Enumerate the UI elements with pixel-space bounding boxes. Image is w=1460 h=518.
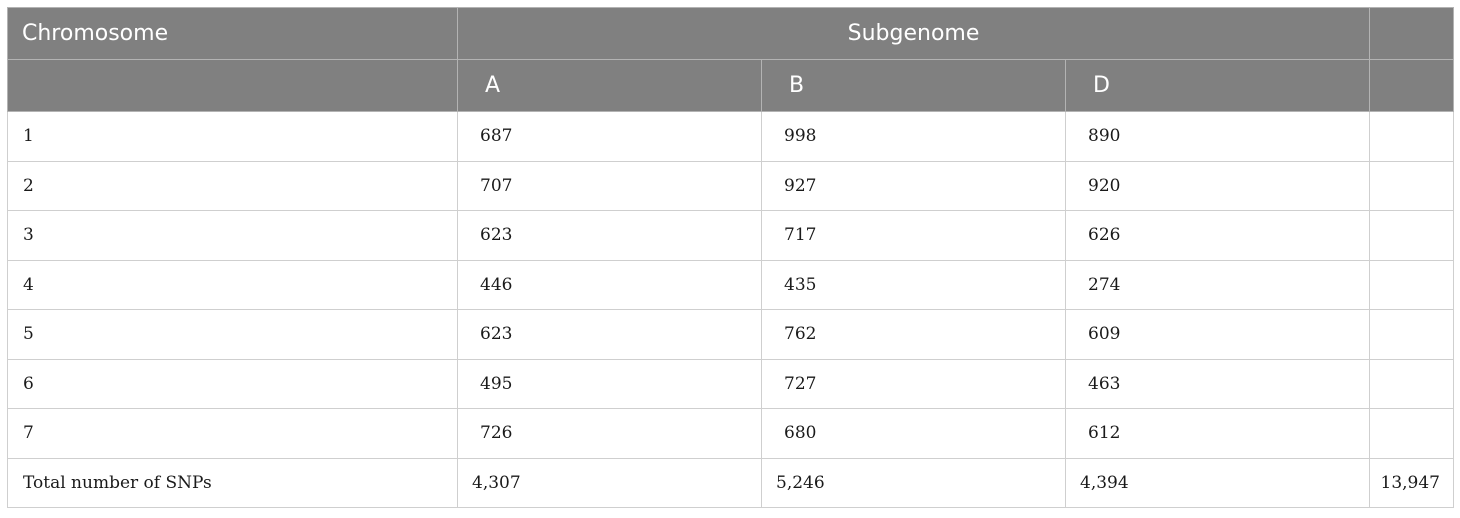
- table-row: 5 623 762 609: [7, 309, 1454, 360]
- header-subgenome-a: A: [457, 59, 762, 112]
- cell-subgenome-d: 274: [1065, 259, 1370, 310]
- cell-subgenome-a: 687: [457, 111, 762, 162]
- cell-subgenome-b: 727: [761, 358, 1066, 409]
- cell-empty: [1369, 160, 1454, 211]
- table-body: 1 687 998 890 2 707 927 920 3 623 717 62…: [7, 111, 1454, 508]
- cell-chromosome: 3: [7, 210, 458, 261]
- cell-chromosome: 1: [7, 111, 458, 162]
- cell-subgenome-d: 626: [1065, 210, 1370, 261]
- table-row: 6 495 727 463: [7, 358, 1454, 409]
- table-row: 4 446 435 274: [7, 259, 1454, 310]
- header-empty-cell: [1369, 7, 1454, 60]
- header-chromosome: Chromosome: [7, 7, 458, 60]
- cell-subgenome-a: 726: [457, 408, 762, 459]
- cell-subgenome-d: 920: [1065, 160, 1370, 211]
- cell-empty: [1369, 259, 1454, 310]
- cell-subgenome-b: 927: [761, 160, 1066, 211]
- table-row: 1 687 998 890: [7, 111, 1454, 162]
- cell-empty: [1369, 210, 1454, 261]
- cell-total-d: 4,394: [1065, 457, 1370, 508]
- header-subgenome-b: B: [761, 59, 1066, 112]
- cell-subgenome-d: 609: [1065, 309, 1370, 360]
- cell-subgenome-a: 623: [457, 210, 762, 261]
- cell-chromosome: 6: [7, 358, 458, 409]
- cell-subgenome-b: 435: [761, 259, 1066, 310]
- cell-chromosome: 5: [7, 309, 458, 360]
- cell-empty: [1369, 111, 1454, 162]
- cell-subgenome-b: 680: [761, 408, 1066, 459]
- total-row: Total number of SNPs 4,307 5,246 4,394 1…: [7, 457, 1454, 508]
- header-subgenome-d: D: [1065, 59, 1370, 112]
- cell-subgenome-d: 463: [1065, 358, 1370, 409]
- cell-subgenome-a: 495: [457, 358, 762, 409]
- cell-subgenome-a: 707: [457, 160, 762, 211]
- table-row: 2 707 927 920: [7, 160, 1454, 211]
- header-blank-cell: [7, 59, 458, 112]
- snp-table: Chromosome Subgenome A B D 1 687 998 890…: [7, 7, 1454, 508]
- cell-subgenome-b: 762: [761, 309, 1066, 360]
- cell-grand-total: 13,947: [1369, 457, 1454, 508]
- cell-subgenome-d: 890: [1065, 111, 1370, 162]
- table-row: 7 726 680 612: [7, 408, 1454, 459]
- cell-subgenome-a: 623: [457, 309, 762, 360]
- cell-total-b: 5,246: [761, 457, 1066, 508]
- cell-subgenome-b: 998: [761, 111, 1066, 162]
- header-subgenome: Subgenome: [457, 7, 1370, 60]
- cell-chromosome: 7: [7, 408, 458, 459]
- cell-chromosome: 2: [7, 160, 458, 211]
- header-row-sub: A B D: [7, 59, 1454, 112]
- table-row: 3 623 717 626: [7, 210, 1454, 261]
- cell-subgenome-a: 446: [457, 259, 762, 310]
- cell-chromosome: 4: [7, 259, 458, 310]
- cell-empty: [1369, 309, 1454, 360]
- cell-total-label: Total number of SNPs: [7, 457, 458, 508]
- table-header: Chromosome Subgenome A B D: [7, 7, 1454, 112]
- cell-subgenome-b: 717: [761, 210, 1066, 261]
- cell-total-a: 4,307: [457, 457, 762, 508]
- cell-empty: [1369, 358, 1454, 409]
- header-row-top: Chromosome Subgenome: [7, 7, 1454, 60]
- cell-subgenome-d: 612: [1065, 408, 1370, 459]
- header-empty-cell: [1369, 59, 1454, 112]
- cell-empty: [1369, 408, 1454, 459]
